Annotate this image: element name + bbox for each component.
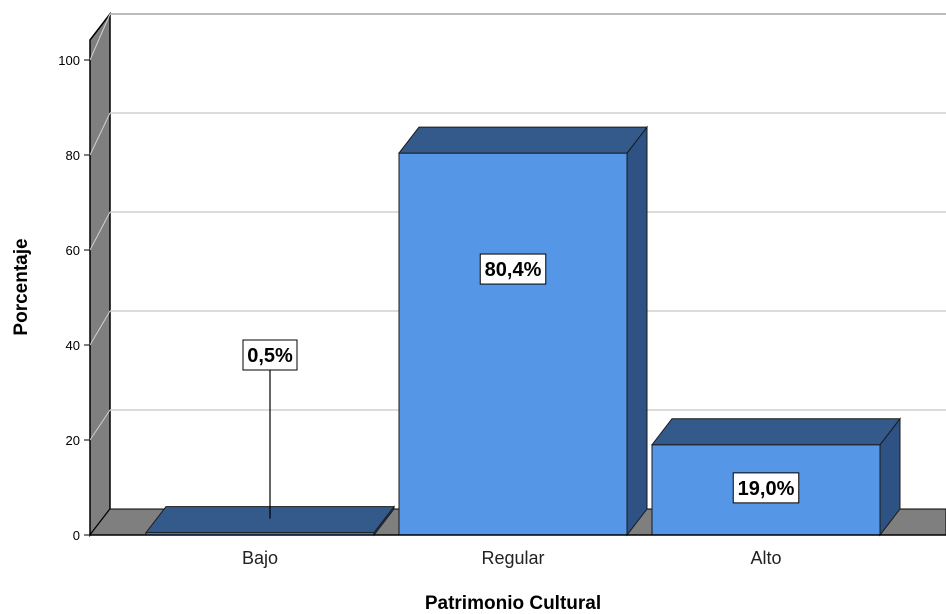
bars [144,125,902,537]
bar-top [650,418,902,446]
data-label-box [242,339,298,371]
data-label-box [479,253,547,285]
bar-top [144,506,396,534]
y-tick-label: 80 [66,148,80,163]
bar-top [397,126,649,154]
gridline-side [89,211,111,251]
y-tick-label: 40 [66,338,80,353]
data-label: 19,0% [738,478,795,500]
bar-side [626,125,648,537]
x-category-label: Regular [481,548,544,568]
y-tick-label: 20 [66,433,80,448]
gridline-side [89,13,111,61]
x-axis-categories: Bajo Regular Alto [242,548,782,568]
side-wall [89,11,111,538]
y-axis-ticks: 0 20 40 60 80 100 [58,53,90,543]
x-category-label: Alto [750,548,781,568]
bar-regular [397,125,649,537]
data-label: 0,5% [247,345,293,367]
gridline-side [89,409,111,441]
data-label: 80,4% [485,259,542,281]
gridline-side [89,112,111,156]
y-tick-label: 0 [73,528,80,543]
bar-bajo [144,505,396,537]
y-axis-title: Porcentaje [11,238,32,335]
x-category-label: Bajo [242,548,278,568]
y-tick-label: 60 [66,243,80,258]
x-axis-title: Patrimonio Cultural [425,593,601,614]
y-tick-label: 100 [58,53,80,68]
data-label-box [732,472,800,504]
bar-front [398,152,628,536]
data-labels: 0,5% 80,4% 19,0% [242,253,800,504]
gridline-side [89,310,111,346]
